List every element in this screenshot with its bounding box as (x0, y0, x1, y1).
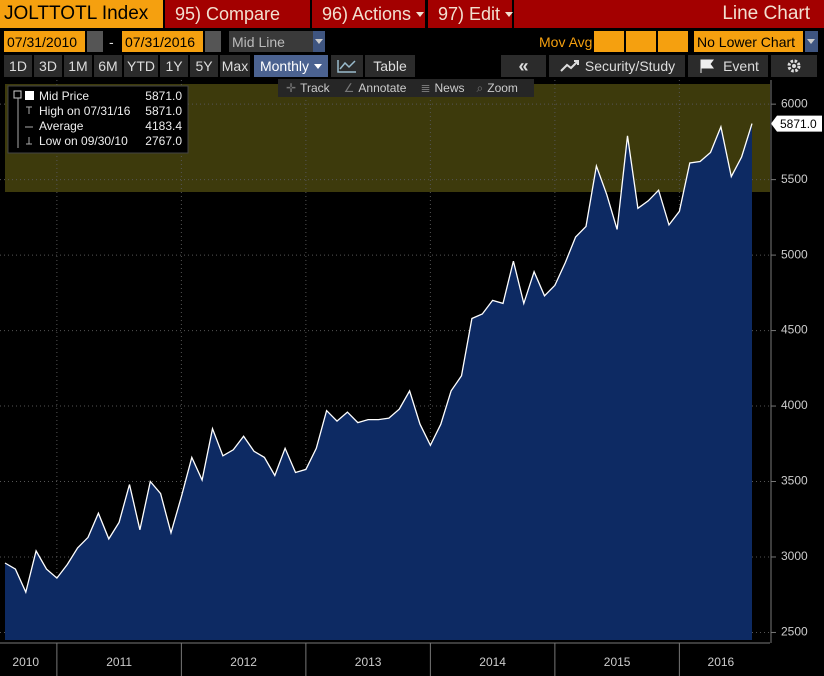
tool-icon: ≣ (420, 81, 431, 95)
dropdown-arrow (315, 39, 323, 44)
mov-avg-label: Mov Avg (539, 33, 593, 50)
period-button[interactable]: 1M (64, 55, 92, 77)
lower-chart[interactable]: No Lower Chart (694, 31, 803, 52)
tool-icon: ⌕ (476, 80, 484, 95)
dropdown-button[interactable] (313, 31, 325, 52)
gear-icon (787, 59, 801, 73)
settings-button[interactable] (771, 55, 817, 77)
period-button[interactable]: 6M (94, 55, 122, 77)
y-tick-label: 6000 (781, 96, 808, 110)
mov-avg-input[interactable] (626, 31, 656, 52)
period-button[interactable]: 1Y (160, 55, 188, 77)
dropdown-arrow (807, 39, 815, 44)
menu-edit[interactable]: 97) Edit (428, 0, 514, 28)
x-tick-label: 2011 (106, 655, 132, 669)
period-button[interactable]: YTD (124, 55, 158, 77)
mov-avg-input[interactable] (594, 31, 624, 52)
legend-stat-label: Average (39, 119, 84, 133)
legend-swatch (25, 91, 34, 100)
line (4, 123, 753, 595)
tool-zoom[interactable]: Zoom (487, 81, 518, 95)
security-study-button[interactable]: Security/Study (549, 55, 685, 77)
x-tick-label: 2016 (708, 655, 735, 669)
x-tick-label: 2014 (479, 655, 506, 669)
chart-button[interactable] (331, 55, 363, 77)
dropdown-arrow (416, 11, 425, 17)
line-type[interactable]: Mid Line (229, 31, 313, 52)
legend-stat-value: 5871.0 (145, 104, 182, 118)
table-button[interactable]: Table (365, 55, 415, 77)
y-tick-label: 3500 (781, 474, 808, 488)
menu-label: 96) Actions (322, 3, 412, 24)
period-button[interactable]: Max (220, 55, 250, 77)
mov-avg-input[interactable] (658, 31, 688, 52)
legend-stat-label: High on 07/31/16 (39, 104, 131, 118)
dropdown-arrow (314, 63, 323, 69)
legend-box (7, 85, 189, 154)
legend-stat-value: 2767.0 (145, 134, 182, 148)
area-fill (5, 123, 752, 641)
y-tick-label: 3000 (781, 549, 808, 563)
period-button[interactable]: 5Y (190, 55, 218, 77)
last-value-label: 5871.0 (780, 117, 817, 131)
period-button[interactable]: 1D (4, 55, 32, 77)
menu-compare[interactable]: 95) Compare (165, 0, 310, 28)
end-date[interactable]: 07/31/2016 (122, 31, 203, 52)
ticker[interactable]: JOLTTOTL Index (0, 0, 163, 28)
view-title: Line Chart (514, 0, 824, 28)
y-tick-label: 4500 (781, 323, 808, 337)
button-label: Security/Study (584, 58, 676, 74)
date-separator: - (109, 33, 114, 50)
button-label: Event (723, 58, 759, 74)
x-tick-label: 2015 (604, 655, 631, 669)
flag-icon (700, 59, 715, 73)
frequency[interactable]: Monthly (254, 55, 328, 77)
x-tick-label: 2010 (12, 655, 39, 669)
y-tick-label: 5500 (781, 172, 808, 186)
frequency-label: Monthly (259, 58, 310, 74)
event-button[interactable]: Event (688, 55, 768, 77)
legend-value: 5871.0 (145, 89, 182, 103)
tool-track[interactable]: Track (300, 81, 330, 95)
start-date[interactable]: 07/31/2010 (4, 31, 85, 52)
menu-label: 97) Edit (438, 3, 501, 24)
legend-stat-label: Low on 09/30/10 (39, 134, 128, 148)
chart-icon (337, 60, 356, 73)
last-value-tag (771, 115, 822, 132)
x-tick-label: 2012 (230, 655, 257, 669)
tool-icon: ∠ (343, 81, 355, 95)
y-tick-label: 5000 (781, 247, 808, 261)
y-tick-label: 4000 (781, 398, 808, 412)
legend-label: Mid Price (39, 89, 89, 103)
calendar-button[interactable] (205, 31, 221, 52)
legend-stat-value: 4183.4 (145, 119, 182, 133)
period-button[interactable]: 3D (34, 55, 62, 77)
legend: Mid Price 5871.0 High on 07/31/16 5871.0… (7, 85, 189, 154)
study-icon (560, 60, 579, 72)
dropdown-arrow (505, 11, 514, 17)
menu-actions[interactable]: 96) Actions (312, 0, 425, 28)
legend-tree (17, 98, 33, 148)
calendar-button[interactable] (87, 31, 103, 52)
chart-tools: ✛ Track ∠ Annotate ≣ News ⌕ Zoom (278, 79, 534, 97)
dropdown-button[interactable] (805, 31, 818, 52)
tool-news[interactable]: News (434, 81, 465, 95)
tool-icon: ✛ (286, 81, 297, 95)
x-tick-label: 2013 (355, 655, 382, 669)
y-tick-label: 2500 (781, 625, 808, 639)
tool-annotate[interactable]: Annotate (358, 81, 407, 95)
collapse-button[interactable]: « (501, 55, 546, 77)
